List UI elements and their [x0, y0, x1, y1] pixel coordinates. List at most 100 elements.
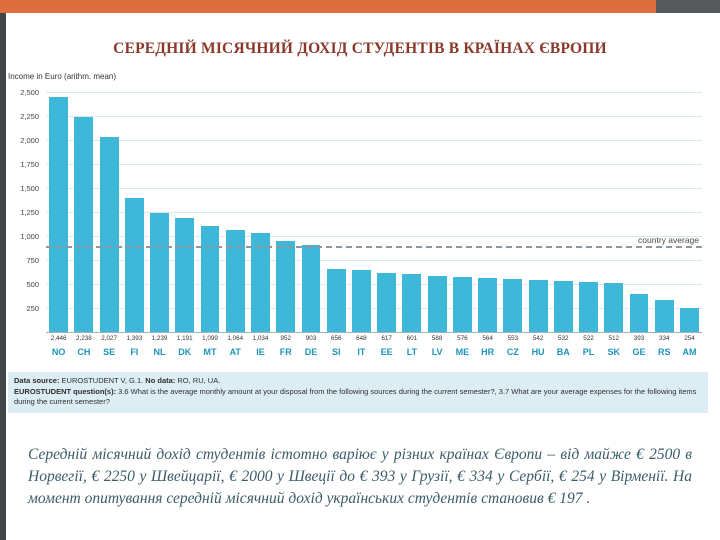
- country-code: LV: [431, 347, 443, 357]
- bar-RS: [654, 300, 674, 332]
- plot-area: country average: [46, 92, 702, 333]
- source-line-1: Data source: EUROSTUDENT V, G.1. No data…: [14, 376, 702, 387]
- country-code: FR: [279, 347, 292, 357]
- country-code: CZ: [506, 347, 519, 357]
- country-code: NL: [153, 347, 166, 357]
- bar-slot: [172, 92, 197, 332]
- y-axis-tick: 1,250: [20, 208, 39, 217]
- slide-title: СЕРЕДНІЙ МІСЯЧНИЙ ДОХІД СТУДЕНТІВ В КРАЇ…: [113, 40, 607, 58]
- bar-value-label: 553: [507, 335, 519, 342]
- bar-slot: [46, 92, 71, 332]
- bar-slot: [324, 92, 349, 332]
- bar-value-label: 542: [532, 335, 544, 342]
- bar-slot: [197, 92, 222, 332]
- country-code: CH: [77, 347, 91, 357]
- value-labels-row: 2,446 2,238 2,027 1,393 1,239 1,191 1,099 1,064…: [46, 335, 702, 342]
- bar-value-label: 1,064: [227, 335, 244, 342]
- country-code: LT: [406, 347, 418, 357]
- bar-slot: [298, 92, 323, 332]
- bar-DK: [175, 218, 195, 332]
- bar-slot: [248, 92, 273, 332]
- country-code: EE: [380, 347, 393, 357]
- y-axis-tick: 750: [26, 256, 39, 265]
- country-code: PL: [582, 347, 595, 357]
- chart-title: Income in Euro (arithm. mean): [8, 72, 117, 81]
- income-bar-chart: Income in Euro (arithm. mean) 2,500 2,250…: [8, 66, 708, 366]
- bar-IT: [351, 270, 371, 332]
- country-code: SI: [331, 347, 341, 357]
- bar-slot: [475, 92, 500, 332]
- country-code: DE: [304, 347, 318, 357]
- bar-DE: [301, 245, 321, 332]
- source-note: Data source: EUROSTUDENT V, G.1. No data…: [8, 372, 708, 413]
- bar-GE: [629, 294, 649, 332]
- country-code: RS: [657, 347, 671, 357]
- bar-slot: [96, 92, 121, 332]
- bar-ME: [452, 277, 472, 332]
- country-code: FI: [130, 347, 139, 357]
- bar-slot: [500, 92, 525, 332]
- bar-PL: [579, 282, 598, 332]
- bar-slot: [425, 92, 450, 332]
- bar-value-label: 522: [583, 335, 594, 342]
- country-code: SE: [103, 347, 116, 357]
- country-code: IE: [256, 347, 265, 357]
- bar-slot: [273, 92, 298, 332]
- bar-value-label: 1,034: [252, 335, 269, 342]
- bar-value-label: 1,393: [126, 335, 143, 342]
- bar-HU: [528, 280, 548, 332]
- bar-LT: [402, 274, 422, 332]
- summary-paragraph: Середній місячний дохід студентів істотн…: [28, 445, 692, 507]
- bar-value-label: 564: [482, 335, 493, 342]
- bar-FR: [276, 241, 296, 332]
- bar-MT: [200, 226, 220, 332]
- bar-value-label: 588: [431, 335, 443, 342]
- y-axis-tick: 1,500: [20, 184, 39, 193]
- bar-value-label: 656: [330, 335, 342, 342]
- bar-value-label: 576: [457, 335, 468, 342]
- bar-value-label: 512: [608, 335, 620, 342]
- bar-slot: [525, 92, 550, 332]
- bar-slot: [450, 92, 475, 332]
- bar-SI: [326, 269, 346, 332]
- bar-HR: [478, 278, 498, 332]
- y-axis-tick: 1,750: [20, 160, 39, 169]
- top-bar-end-block: [656, 0, 720, 13]
- y-axis: 2,500 2,250 2,000 1,750 1,500 1,250 1,000 750 50…: [8, 88, 41, 332]
- bar-value-label: 2,446: [50, 335, 67, 342]
- y-axis-tick: 1,000: [20, 232, 39, 241]
- left-edge-strip: [0, 13, 6, 540]
- country-code: AM: [682, 347, 697, 357]
- bar-value-label: 334: [658, 335, 670, 342]
- bar-slot: [147, 92, 172, 332]
- bar-value-label: 254: [684, 335, 695, 342]
- bar-slot: [652, 92, 677, 332]
- bar-slot: [677, 92, 702, 332]
- country-code: SK: [607, 347, 621, 357]
- y-axis-tick: 500: [26, 280, 39, 289]
- country-code: AT: [229, 347, 241, 357]
- country-code: NO: [51, 347, 66, 357]
- bar-slot: [374, 92, 399, 332]
- bar-NO: [49, 97, 69, 332]
- source-line1-suffix: RO, RU, UA.: [175, 376, 221, 385]
- bar-value-label: 617: [381, 335, 392, 342]
- source-line1-body: EUROSTUDENT V, G.1.: [59, 376, 146, 385]
- bar-value-label: 2,027: [101, 335, 117, 342]
- bar-slot: [349, 92, 374, 332]
- bar-SK: [604, 283, 624, 332]
- bar-AT: [225, 230, 245, 332]
- bar-CH: [74, 117, 94, 332]
- bar-value-label: 601: [406, 335, 418, 342]
- bar-value-label: 903: [305, 335, 317, 342]
- average-line-label: country average: [638, 235, 699, 245]
- bar-slot: [399, 92, 424, 332]
- country-code: DK: [178, 347, 192, 357]
- bar-value-label: 532: [558, 335, 569, 342]
- source-line1-bold: No data:: [145, 376, 176, 385]
- bar-value-label: 648: [356, 335, 367, 342]
- top-accent-bar: [0, 0, 656, 13]
- bar-slot: [601, 92, 626, 332]
- bar-SE: [99, 137, 119, 332]
- country-code: GE: [632, 347, 646, 357]
